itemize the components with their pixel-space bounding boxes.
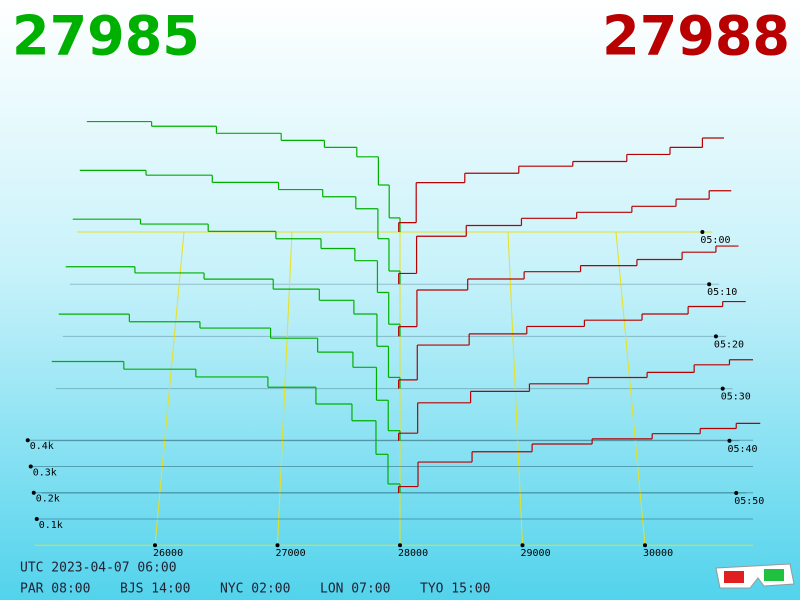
y-tick-mark (28, 464, 33, 469)
y-tick-label: 0.3k (33, 467, 57, 478)
time-label: 05:20 (714, 339, 744, 350)
time-label: 05:40 (727, 444, 757, 455)
clock-label: LON 07:00 (320, 582, 390, 597)
time-tick-mark (707, 282, 712, 287)
x-tick-label: 27000 (276, 548, 306, 559)
y-tick-mark (31, 490, 36, 495)
clock-label: BJS 14:00 (120, 582, 190, 597)
time-label: 05:50 (734, 496, 764, 507)
bid-price: 27985 (12, 5, 200, 68)
time-tick-mark (720, 386, 725, 391)
3d-glasses-icon (715, 563, 795, 589)
grid-line (615, 231, 646, 546)
y-tick-mark (34, 516, 39, 521)
clock-label: NYC 02:00 (220, 582, 290, 597)
time-tick-mark (713, 334, 718, 339)
clocks: PAR 08:00 BJS 14:00 NYC 02:00 LON 07:00 TYO … (20, 582, 490, 597)
grid-line (154, 231, 185, 546)
y-tick-label: 0.2k (36, 494, 60, 505)
x-tick-label: 28000 (398, 548, 428, 559)
grid-line (277, 231, 293, 546)
x-tick-label: 26000 (153, 548, 183, 559)
y-tick-mark (25, 438, 30, 443)
x-tick-mark (643, 543, 647, 548)
time-tick-mark (734, 491, 739, 495)
ask-price: 27988 (602, 5, 790, 68)
x-tick-label: 29000 (521, 548, 551, 559)
time-label: 05:30 (721, 392, 751, 403)
x-tick-mark (275, 543, 280, 548)
time-label: 05:10 (707, 287, 737, 298)
plot: 26000 27000 28000 29000 30000 0.1k 0.2k 0.3k 0.4… (25, 120, 764, 559)
x-tick-mark (153, 543, 157, 548)
clock-label: TYO 15:00 (420, 582, 490, 597)
grid-line (507, 231, 523, 546)
x-tick-mark (398, 543, 402, 548)
utc-time: UTC 2023-04-07 06:00 (20, 561, 177, 576)
x-tick-mark (520, 543, 525, 548)
time-label: 05:00 (700, 235, 730, 246)
time-tick-mark (727, 438, 732, 443)
y-tick-label: 0.4k (30, 441, 54, 452)
x-tick-label: 30000 (643, 548, 673, 559)
y-tick-label: 0.1k (39, 520, 63, 531)
time-tick-mark (700, 230, 705, 234)
clock-label: PAR 08:00 (20, 582, 90, 597)
